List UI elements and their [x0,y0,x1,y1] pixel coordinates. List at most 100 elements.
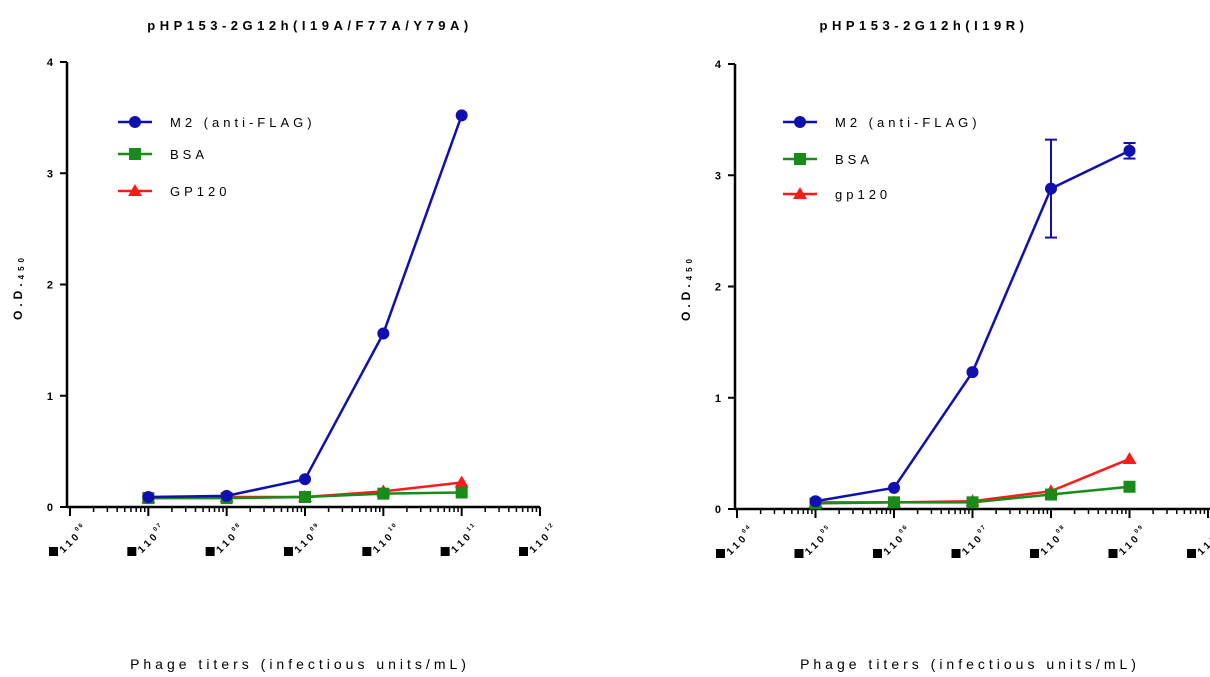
x-tick-marker [794,549,804,558]
legend-label: M2 (anti-FLAG) [170,115,316,130]
x-tick-text: 1 1 01 0 [1194,524,1210,557]
data-point [299,473,311,486]
chart-panel-left: pHP153-2G12h(I19A/F77A/Y79A) Phage titer… [11,18,559,672]
x-axis-label: Phage titers (infectious units/mL) [130,656,470,672]
chart-title: pHP153-2G12h(I19A/F77A/Y79A) [147,18,472,33]
chart-panel-right: pHP153-2G12h(I19R) Phage titers (infecti… [679,18,1210,672]
y-tick-label: 0 [47,502,53,514]
x-axis-label: Phage titers (infectious units/mL) [800,656,1140,672]
y-tick-label: 3 [715,170,721,182]
x-tick-label: 1 1 01 2 [519,522,559,556]
data-point [966,496,979,509]
legend-label: BSA [170,147,208,162]
data-point [888,496,900,509]
legend-item: M2 (anti-FLAG) [118,115,316,130]
legend-swatch-marker [793,187,807,199]
x-tick-text: 1 1 00 7 [959,524,992,557]
x-tick-label: 1 1 00 5 [794,524,835,558]
x-tick-text: 1 1 00 9 [291,522,324,555]
x-tick-marker [127,547,137,556]
data-point [455,486,468,499]
x-tick-text: 1 1 01 2 [526,522,559,555]
legend-label: gp120 [835,187,891,202]
x-tick-marker [205,547,215,556]
legend-item: BSA [118,147,208,162]
data-point [377,327,390,340]
data-point [966,366,979,379]
data-point [377,487,390,500]
x-tick-marker [440,547,450,556]
x-tick-text: 1 1 00 6 [56,522,89,555]
x-tick-label: 1 1 00 7 [127,522,168,556]
x-tick-marker [362,547,372,556]
data-point [809,495,822,508]
x-tick-marker [1030,549,1039,558]
x-tick-label: 1 1 00 8 [1030,524,1070,558]
x-tick-marker [49,547,58,556]
legend-swatch-marker [129,148,141,160]
y-tick-label: 1 [47,391,53,403]
y-axis-label: O.D.450 [11,254,26,320]
x-tick-label: 1 1 00 9 [1108,524,1149,558]
legend-item: M2 (anti-FLAG) [783,115,981,130]
y-tick-label: 2 [47,280,53,292]
x-tick-text: 1 1 01 1 [448,522,481,555]
data-point [142,490,155,503]
data-point [220,489,233,502]
legend-swatch-marker [794,116,806,128]
series-line [148,114,463,499]
y-axis-label: O.D.450 [679,255,694,321]
chart-title: pHP153-2G12h(I19R) [820,18,1029,33]
series-bsa [809,480,1136,510]
x-tick-label: 1 1 00 6 [49,522,89,556]
legend: M2 (anti-FLAG) BSA GP120 [118,115,316,199]
x-tick-text: 1 1 00 6 [880,524,913,557]
x-tick-marker [951,549,961,558]
x-tick-text: 1 1 00 8 [1037,524,1070,557]
series-m2 [142,109,468,503]
x-tick-text: 1 1 00 9 [1116,524,1149,557]
x-tick-label: 1 1 00 6 [873,524,913,558]
x-tick-label: 1 1 01 0 [1187,524,1210,558]
data-point [455,109,468,122]
legend: M2 (anti-FLAG) BSA gp120 [783,115,981,202]
legend-item: GP120 [118,184,230,199]
x-tick-label: 1 1 00 9 [284,522,324,556]
x-tick-label: 1 1 00 4 [716,524,752,558]
data-point [1123,144,1136,157]
y-tick-label: 3 [47,168,53,180]
data-point [888,481,900,494]
legend-swatch-marker [794,153,806,165]
x-tick-text: 1 1 00 5 [802,524,835,557]
legend-label: GP120 [170,184,230,199]
legend-item: BSA [783,152,873,167]
data-point [454,475,469,488]
data-point [1123,480,1136,493]
series-line [815,149,1131,503]
x-tick-label: 1 1 00 8 [205,522,246,556]
data-point [1122,451,1137,464]
y-tick-label: 4 [715,59,722,71]
legend-swatch-marker [128,184,142,196]
x-tick-label: 1 1 01 0 [362,522,398,556]
data-point [1045,488,1057,501]
data-point [299,490,311,503]
y-tick-label: 1 [715,393,721,405]
x-tick-text: 1 1 00 7 [135,522,168,555]
x-tick-marker [1108,549,1118,558]
legend-label: M2 (anti-FLAG) [835,115,981,130]
legend-label: BSA [835,152,873,167]
x-tick-marker [519,547,528,556]
x-tick-marker [284,547,293,556]
series-m2 [809,138,1136,508]
y-tick-label: 2 [715,282,721,294]
x-tick-text: 1 1 00 8 [213,522,246,555]
y-tick-label: 4 [47,57,54,69]
x-tick-marker [716,549,725,558]
x-tick-label: 1 1 01 1 [440,522,481,556]
x-tick-marker [1187,549,1196,558]
x-tick-marker [873,549,882,558]
x-tick-label: 1 1 00 7 [951,524,992,558]
legend-item: gp120 [783,187,891,202]
